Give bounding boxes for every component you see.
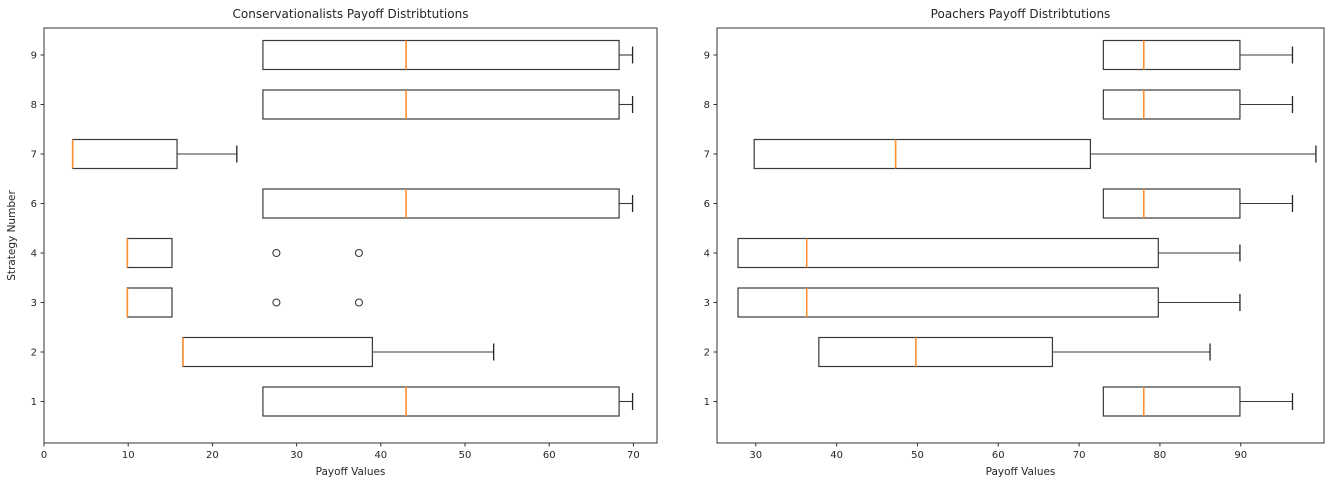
iqr-box bbox=[1102, 188, 1241, 219]
box-row-strategy-6 bbox=[1102, 188, 1294, 219]
box-row-strategy-2 bbox=[818, 336, 1211, 368]
chart-title: Poachers Payoff Distribtutions bbox=[931, 7, 1111, 21]
box-row-strategy-7 bbox=[753, 138, 1317, 170]
x-tick-label: 50 bbox=[459, 450, 472, 461]
outlier-point bbox=[354, 248, 363, 258]
iqr-box bbox=[182, 336, 373, 368]
x-tick-label: 60 bbox=[543, 450, 556, 461]
axes-frame bbox=[716, 27, 1325, 444]
box-row-strategy-3 bbox=[126, 287, 363, 318]
iqr-box bbox=[262, 89, 620, 120]
y-tick-label: 8 bbox=[31, 100, 37, 111]
y-tick-label: 9 bbox=[704, 51, 710, 62]
iqr-box bbox=[737, 237, 1159, 269]
box-row-strategy-9 bbox=[1102, 39, 1294, 71]
box-row-strategy-4 bbox=[126, 237, 363, 269]
x-tick-label: 70 bbox=[627, 450, 640, 461]
y-tick-label: 6 bbox=[31, 199, 37, 210]
y-tick-label: 7 bbox=[704, 150, 710, 161]
x-tick-label: 70 bbox=[1073, 450, 1086, 461]
y-tick-label: 3 bbox=[31, 298, 37, 309]
boxplot-svg: Poachers Payoff Distribtutions 30 40 50 60 70… bbox=[704, 7, 1325, 478]
x-axis-label: Payoff Values bbox=[316, 466, 386, 478]
y-tick-label: 7 bbox=[31, 150, 37, 161]
x-tick-label: 40 bbox=[830, 450, 843, 461]
iqr-box bbox=[1102, 39, 1241, 71]
conservationalists-boxplot-chart: Conservationalists Payoff Distribtutions… bbox=[6, 7, 658, 478]
y-tick-label: 2 bbox=[31, 348, 37, 359]
x-axis-label: Payoff Values bbox=[986, 466, 1056, 478]
x-tick-label: 40 bbox=[374, 450, 387, 461]
y-tick-label: 1 bbox=[31, 397, 37, 408]
iqr-box bbox=[818, 336, 1054, 368]
boxplot-svg: Conservationalists Payoff Distribtutions… bbox=[6, 7, 658, 478]
axes-frame bbox=[43, 27, 658, 444]
iqr-box bbox=[72, 138, 178, 170]
outlier-point bbox=[272, 298, 281, 307]
box-row-strategy-1 bbox=[262, 386, 634, 417]
y-tick-label: 4 bbox=[704, 249, 710, 260]
x-tick-label: 50 bbox=[911, 450, 924, 461]
x-tick-label: 30 bbox=[290, 450, 303, 461]
box-row-strategy-8 bbox=[1102, 89, 1294, 120]
x-tick-label: 30 bbox=[749, 450, 762, 461]
box-row-strategy-8 bbox=[262, 89, 634, 120]
x-tick-label: 20 bbox=[206, 450, 219, 461]
x-tick-label: 10 bbox=[122, 450, 135, 461]
x-tick-label: 90 bbox=[1234, 450, 1247, 461]
box-row-strategy-7 bbox=[71, 138, 238, 170]
box-row-strategy-1 bbox=[1102, 386, 1294, 417]
x-tick-label: 80 bbox=[1154, 450, 1167, 461]
y-tick-label: 1 bbox=[704, 397, 710, 408]
iqr-box bbox=[737, 287, 1159, 318]
poachers-boxplot-chart: Poachers Payoff Distribtutions 30 40 50 60 70… bbox=[672, 0, 1343, 488]
y-tick-label: 6 bbox=[704, 199, 710, 210]
iqr-box bbox=[1102, 386, 1241, 417]
iqr-box bbox=[126, 287, 173, 318]
iqr-box bbox=[262, 39, 620, 71]
box-row-strategy-2 bbox=[182, 336, 495, 368]
iqr-box bbox=[1102, 89, 1241, 120]
x-tick-label: 0 bbox=[41, 450, 47, 461]
y-tick-label: 8 bbox=[704, 100, 710, 111]
box-row-strategy-4 bbox=[737, 237, 1241, 269]
y-tick-label: 2 bbox=[704, 348, 710, 359]
y-tick-label: 3 bbox=[704, 298, 710, 309]
iqr-box bbox=[753, 138, 1092, 170]
iqr-box bbox=[262, 188, 620, 219]
y-axis-label: Strategy Number bbox=[6, 190, 18, 281]
iqr-box bbox=[262, 386, 620, 417]
box-row-strategy-3 bbox=[737, 287, 1241, 318]
iqr-box bbox=[126, 237, 173, 269]
outlier-point bbox=[272, 248, 281, 258]
box-row-strategy-6 bbox=[262, 188, 634, 219]
box-row-strategy-9 bbox=[262, 39, 634, 71]
outlier-point bbox=[354, 298, 363, 307]
y-tick-label: 4 bbox=[31, 249, 37, 260]
chart-title: Conservationalists Payoff Distribtutions bbox=[233, 7, 469, 21]
y-tick-label: 9 bbox=[31, 51, 37, 62]
x-tick-label: 60 bbox=[992, 450, 1005, 461]
